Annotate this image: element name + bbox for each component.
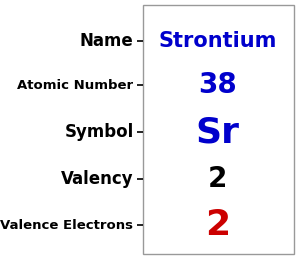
Text: Atomic Number: Atomic Number [17,79,134,92]
FancyBboxPatch shape [142,5,294,254]
Text: Strontium: Strontium [158,31,277,52]
Text: 2: 2 [208,165,227,193]
Text: Name: Name [80,32,134,51]
Text: Valence Electrons: Valence Electrons [1,219,134,232]
Text: Sr: Sr [196,115,239,149]
Text: 38: 38 [198,71,237,99]
Text: Symbol: Symbol [64,123,134,141]
Text: Valency: Valency [61,170,134,188]
Text: 2: 2 [205,208,230,242]
